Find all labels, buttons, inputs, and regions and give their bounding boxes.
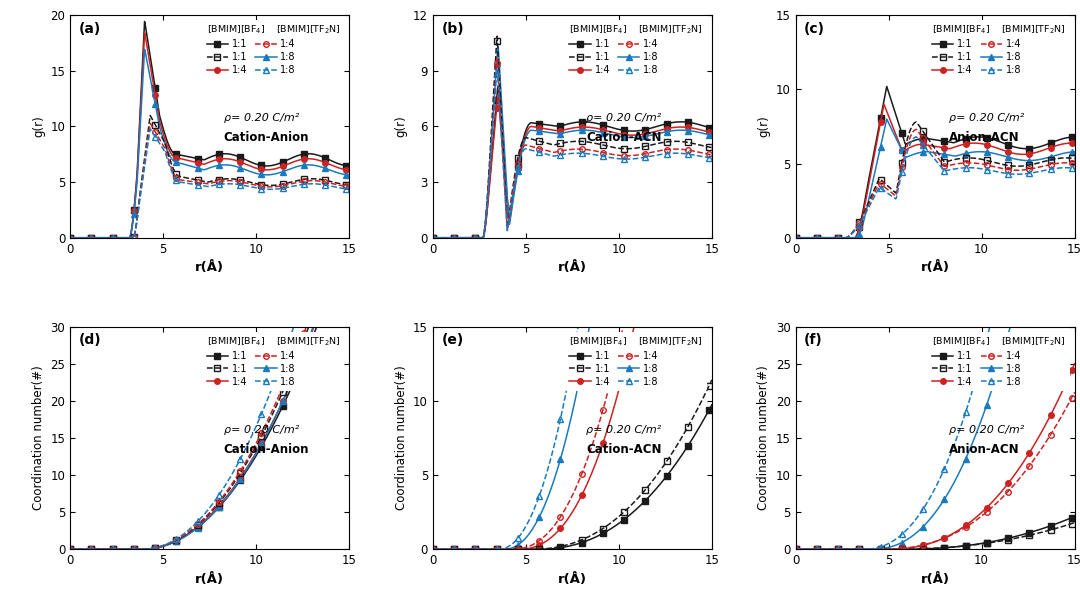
Text: Anion-ACN: Anion-ACN: [949, 131, 1020, 144]
Text: ρ= 0.20 C/m²: ρ= 0.20 C/m²: [586, 425, 662, 435]
Text: Cation-ACN: Cation-ACN: [586, 443, 662, 455]
Text: ρ= 0.20 C/m²: ρ= 0.20 C/m²: [949, 425, 1024, 435]
Y-axis label: g(r): g(r): [757, 115, 770, 137]
Text: ρ= 0.20 C/m²: ρ= 0.20 C/m²: [949, 113, 1024, 123]
Text: (a): (a): [79, 22, 100, 36]
X-axis label: r(Å): r(Å): [558, 261, 586, 274]
Text: Cation-Anion: Cation-Anion: [224, 131, 309, 144]
Y-axis label: g(r): g(r): [32, 115, 45, 137]
X-axis label: r(Å): r(Å): [195, 261, 225, 274]
Y-axis label: Coordination number(#): Coordination number(#): [757, 365, 770, 510]
Text: (e): (e): [442, 333, 463, 347]
X-axis label: r(Å): r(Å): [920, 573, 949, 586]
Text: (d): (d): [79, 333, 102, 347]
Legend: 1:1, 1:1, 1:4, 1:4, 1:8, 1:8: 1:1, 1:1, 1:4, 1:4, 1:8, 1:8: [928, 331, 1069, 391]
Y-axis label: g(r): g(r): [394, 115, 407, 137]
Legend: 1:1, 1:1, 1:4, 1:4, 1:8, 1:8: 1:1, 1:1, 1:4, 1:4, 1:8, 1:8: [203, 20, 345, 79]
Y-axis label: Coordination number(#): Coordination number(#): [32, 365, 45, 510]
Text: (f): (f): [804, 333, 823, 347]
Text: Cation-Anion: Cation-Anion: [224, 443, 309, 455]
Text: (c): (c): [804, 22, 825, 36]
Legend: 1:1, 1:1, 1:4, 1:4, 1:8, 1:8: 1:1, 1:1, 1:4, 1:4, 1:8, 1:8: [566, 20, 707, 79]
Legend: 1:1, 1:1, 1:4, 1:4, 1:8, 1:8: 1:1, 1:1, 1:4, 1:4, 1:8, 1:8: [928, 20, 1069, 79]
Text: ρ= 0.20 C/m²: ρ= 0.20 C/m²: [224, 425, 299, 435]
Legend: 1:1, 1:1, 1:4, 1:4, 1:8, 1:8: 1:1, 1:1, 1:4, 1:4, 1:8, 1:8: [566, 331, 707, 391]
Text: Anion-ACN: Anion-ACN: [949, 443, 1020, 455]
X-axis label: r(Å): r(Å): [195, 573, 225, 586]
Y-axis label: Coordination number(#): Coordination number(#): [394, 365, 407, 510]
Legend: 1:1, 1:1, 1:4, 1:4, 1:8, 1:8: 1:1, 1:1, 1:4, 1:4, 1:8, 1:8: [203, 331, 345, 391]
Text: ρ= 0.20 C/m²: ρ= 0.20 C/m²: [224, 113, 299, 123]
Text: ρ= 0.20 C/m²: ρ= 0.20 C/m²: [586, 113, 662, 123]
Text: (b): (b): [442, 22, 464, 36]
X-axis label: r(Å): r(Å): [920, 261, 949, 274]
Text: Cation-ACN: Cation-ACN: [586, 131, 662, 144]
X-axis label: r(Å): r(Å): [558, 573, 586, 586]
